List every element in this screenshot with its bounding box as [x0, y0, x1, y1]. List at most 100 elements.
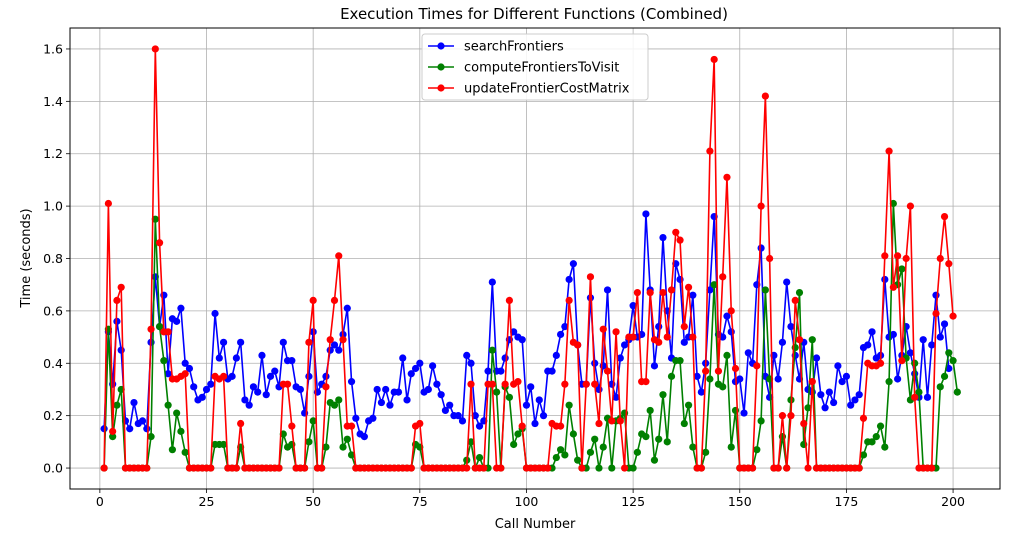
legend-label: searchFrontiers — [464, 40, 564, 55]
data-point — [881, 443, 889, 451]
data-point — [727, 443, 735, 451]
y-tick-label: 0.2 — [43, 408, 63, 423]
data-point — [198, 393, 206, 401]
data-point — [689, 333, 697, 341]
data-point — [309, 296, 317, 305]
x-tick-label: 100 — [515, 494, 539, 509]
y-tick-label: 0.8 — [43, 251, 63, 266]
x-tick-label: 200 — [941, 494, 965, 509]
data-point — [475, 422, 484, 430]
data-point — [872, 433, 880, 441]
data-point — [518, 336, 526, 344]
data-point — [667, 372, 676, 380]
data-point — [923, 393, 932, 401]
data-point — [296, 385, 304, 394]
data-point — [232, 354, 240, 362]
data-point — [403, 396, 411, 404]
data-point — [143, 425, 151, 433]
data-point — [565, 296, 573, 305]
data-point — [522, 401, 531, 409]
data-point — [232, 464, 240, 472]
data-point — [309, 417, 317, 425]
data-point — [164, 370, 172, 378]
data-point — [616, 417, 624, 425]
data-point — [347, 422, 356, 430]
y-tick-label: 1.6 — [43, 41, 63, 56]
data-point — [672, 228, 680, 236]
data-point — [117, 346, 125, 354]
x-tick-label: 0 — [96, 494, 104, 509]
data-point — [591, 435, 599, 443]
data-point — [514, 430, 522, 438]
data-point — [919, 336, 927, 344]
data-point — [680, 323, 688, 331]
data-point — [932, 291, 940, 299]
data-point — [719, 273, 727, 281]
data-point — [650, 456, 659, 464]
data-point — [834, 362, 842, 370]
legend-box — [421, 33, 649, 101]
data-point — [582, 380, 590, 388]
data-point — [885, 378, 893, 386]
data-point — [245, 401, 253, 409]
data-point — [126, 425, 134, 433]
data-point — [181, 448, 189, 456]
data-point — [783, 464, 791, 472]
data-point — [847, 401, 855, 409]
data-point — [202, 385, 211, 394]
data-point — [458, 417, 467, 425]
data-point — [825, 388, 833, 396]
data-point — [463, 351, 471, 360]
data-point — [800, 419, 808, 428]
data-point — [642, 433, 650, 441]
data-point — [446, 401, 454, 409]
data-point — [557, 330, 565, 339]
data-point — [620, 341, 629, 349]
data-point — [659, 288, 667, 297]
data-point — [484, 367, 492, 375]
data-point — [727, 307, 735, 315]
data-point — [283, 380, 292, 388]
data-point — [646, 288, 654, 297]
data-point — [185, 364, 194, 373]
data-point — [766, 393, 774, 401]
data-point — [629, 333, 637, 341]
data-point — [608, 417, 616, 425]
data-point — [676, 357, 684, 365]
data-point — [258, 351, 266, 360]
data-point — [219, 372, 228, 380]
data-point — [151, 45, 159, 53]
x-axis-title: Call Number — [495, 517, 576, 532]
data-point — [454, 412, 462, 420]
x-tick-label: 150 — [728, 494, 752, 509]
data-point — [830, 398, 838, 407]
data-point — [868, 328, 876, 336]
data-point — [881, 252, 889, 260]
data-point — [497, 464, 505, 472]
data-point — [949, 312, 957, 320]
data-point — [207, 464, 215, 472]
data-point — [424, 385, 432, 394]
data-point — [288, 422, 296, 430]
data-point — [787, 412, 795, 420]
data-point — [940, 372, 949, 380]
data-point — [399, 354, 407, 362]
data-point — [702, 448, 710, 456]
data-point — [143, 464, 151, 472]
data-point — [394, 388, 403, 396]
data-point — [168, 446, 176, 454]
data-point — [305, 338, 313, 346]
data-point — [706, 147, 714, 155]
y-tick-label: 0.4 — [43, 356, 63, 371]
data-point — [155, 239, 164, 247]
data-point — [429, 362, 437, 370]
data-point — [697, 464, 705, 472]
data-point — [100, 464, 108, 472]
data-point — [535, 396, 543, 404]
data-point — [330, 401, 339, 409]
data-point — [552, 453, 560, 462]
data-point — [155, 323, 164, 331]
data-point — [629, 464, 637, 472]
data-point — [855, 391, 863, 399]
